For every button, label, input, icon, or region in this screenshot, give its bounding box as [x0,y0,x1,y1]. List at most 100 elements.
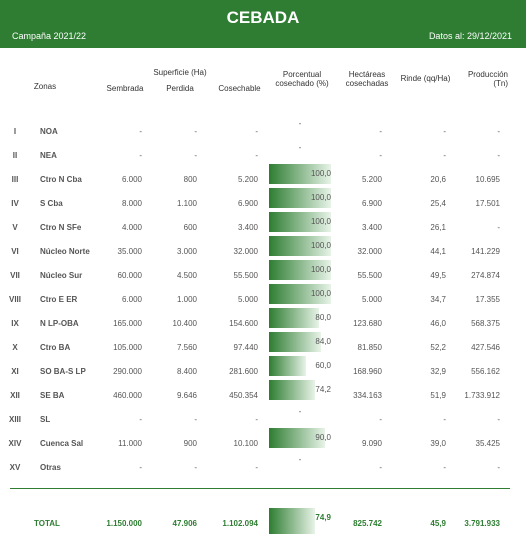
cell: 49,5 [430,271,446,280]
cell: 3.000 [176,247,197,256]
cell: 281.600 [229,367,258,376]
cell: 1.102.094 [222,519,258,528]
zone: SL [40,415,51,424]
cell: 60.000 [117,271,142,280]
cell: 556.162 [471,367,500,376]
cell: 123.680 [353,319,382,328]
percent-bar [269,260,331,280]
cell: 105.000 [113,343,142,352]
cell: - [255,463,258,472]
cell: 26,1 [430,223,446,232]
percent-bar [269,188,331,208]
percent-bar [269,356,307,376]
row-id: XI [11,367,19,376]
zone: NEA [40,151,57,160]
zone: Ctro E ER [40,295,78,304]
cell: 7.560 [176,343,197,352]
zone: SO BA-S LP [40,367,86,376]
zone: Cuenca Sal [40,439,84,448]
col-header: Hectáreas cosechadas [345,70,389,88]
cell: 460.000 [113,391,142,400]
cell: 9.090 [361,439,382,448]
campaign: Campaña 2021/22 [12,31,87,41]
cell: - [443,127,446,136]
cell: 5.000 [361,295,382,304]
cell: - [139,151,142,160]
cell: - [255,415,258,424]
cell: 1.000 [176,295,197,304]
cell: 35.425 [475,439,500,448]
row-id: III [11,175,19,184]
cell: - [139,127,142,136]
cell: - [194,463,197,472]
percent-label: 100,0 [310,193,331,202]
cell: - [379,463,382,472]
percent-label: 100,0 [310,241,331,250]
zone: Núcleo Sur [40,271,83,280]
cell: 97.440 [233,343,258,352]
cell: 334.163 [353,391,382,400]
cell: - [497,415,500,424]
cell: 8.000 [121,199,142,208]
cell: 46,0 [430,319,446,328]
cell: 25,4 [430,199,446,208]
percent-label: 80,0 [315,313,331,322]
cell: 81.850 [357,343,382,352]
cell: - [379,415,382,424]
row-id: VIII [8,295,21,304]
cell: - [194,415,197,424]
percent-bar [269,236,331,256]
cell: 11.000 [118,439,142,448]
row-id: I [13,127,17,136]
col-header: Rinde (qq/Ha) [400,74,451,83]
cell: 44,1 [430,247,446,256]
cell: 450.354 [229,391,258,400]
cell: 600 [183,223,197,232]
percent-label: 60,0 [315,361,331,370]
row-id: IX [11,319,19,328]
cell: 34,7 [430,295,446,304]
row-id: XIV [8,439,22,448]
percent-label: - [298,143,302,152]
percent-label: 84,0 [315,337,331,346]
cell: 45,9 [430,519,446,528]
row-id: VI [11,247,19,256]
cell: 568.375 [471,319,500,328]
percent-label: 100,0 [310,289,331,298]
cell: 5.200 [361,175,382,184]
cell: - [194,151,197,160]
cell: - [497,463,500,472]
cell: 154.600 [229,319,258,328]
cell: 3.791.933 [464,519,500,528]
cell: - [379,127,382,136]
cell: 9.646 [176,391,197,400]
cell: 52,2 [430,343,446,352]
cell: 800 [183,175,197,184]
percent-bar [269,428,325,448]
cell: 17.501 [475,199,500,208]
percent-label: 100,0 [310,169,331,178]
zone: Núcleo Norte [40,247,90,256]
row-id: X [12,343,18,352]
percent-label: 100,0 [310,217,331,226]
date: Datos al: 29/12/2021 [428,31,512,41]
cell: 3.400 [361,223,382,232]
cell: 32.000 [357,247,382,256]
zone: S Cba [40,199,63,208]
cell: 5.000 [237,295,258,304]
cell: 4.000 [121,223,142,232]
row-id: V [12,223,18,232]
cell: - [255,151,258,160]
percent-label: 100,0 [310,265,331,274]
percent-bar [269,284,331,304]
col-header: Perdida [166,84,194,93]
cell: 55.500 [233,271,258,280]
divider [10,488,510,489]
cell: 4.500 [176,271,197,280]
col-header: Superficie (Ha) [153,68,207,77]
cell: 1.150.000 [106,519,142,528]
cell: 39,0 [430,439,446,448]
percent-bar [269,508,316,534]
row-id: IV [11,199,19,208]
cell: 10.400 [172,319,197,328]
